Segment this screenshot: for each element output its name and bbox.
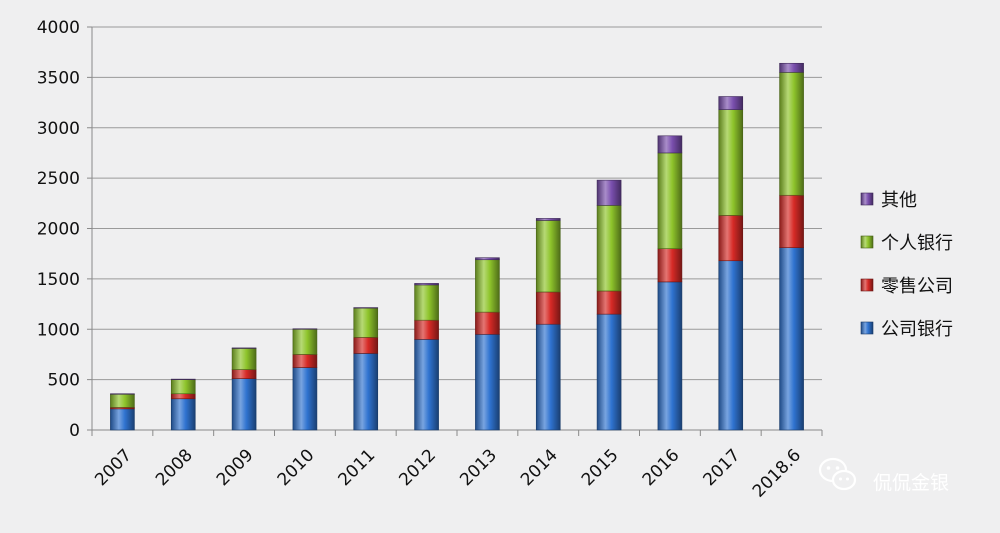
y-tick-label: 4000 [37, 18, 80, 38]
legend-item: 零售公司 [860, 276, 953, 297]
bar-segment [170, 398, 196, 431]
bar-segment [779, 194, 804, 248]
bar-segment [475, 333, 500, 431]
watermark: 侃侃金银 [818, 457, 949, 494]
x-tick-label: 2010 [274, 445, 319, 490]
legend-swatch [860, 321, 874, 335]
bar-segment [475, 257, 500, 261]
legend-label: 其他 [881, 190, 917, 211]
x-tick-label: 2014 [517, 445, 562, 490]
y-tick-label: 0 [69, 421, 80, 441]
bar-segment [292, 328, 318, 330]
x-tick-label: 2009 [213, 445, 258, 490]
bar-segment [779, 247, 804, 431]
gridlines [92, 26, 822, 431]
bar-segment [414, 319, 439, 340]
bar-segment [231, 369, 257, 379]
bar-segment [110, 393, 135, 395]
y-tick-label: 500 [48, 371, 80, 391]
x-tick-label: 2015 [578, 445, 623, 490]
bar-segment [353, 353, 379, 431]
bar-segment [535, 218, 561, 221]
bar-segment [170, 393, 196, 400]
bar-segment [170, 379, 196, 395]
x-tick-label: 2008 [152, 445, 197, 490]
bar-segment [353, 337, 379, 354]
bar-segment [292, 328, 318, 355]
bar-segment [718, 109, 744, 216]
bar-segment [596, 205, 622, 292]
bar-segment [231, 348, 257, 370]
bar-segment [475, 259, 500, 313]
legend-item: 其他 [860, 190, 917, 211]
y-tick-label: 1000 [37, 320, 80, 340]
wechat-icon [818, 457, 857, 491]
x-tick-label: 2013 [456, 445, 501, 490]
bar-segment [596, 313, 622, 431]
bar-segment [535, 291, 561, 325]
bar-segment [414, 339, 439, 431]
bar-segment [170, 378, 196, 380]
bar-segment [231, 347, 257, 349]
legend-swatch [860, 192, 874, 206]
y-tick-label: 3000 [37, 119, 80, 139]
watermark-text: 侃侃金银 [873, 472, 949, 494]
bar-segment [596, 290, 622, 315]
bars [110, 62, 804, 431]
legend-swatch [860, 235, 874, 249]
bar-segment [718, 215, 744, 262]
bar-segment [231, 378, 257, 431]
y-tick-label: 1500 [37, 270, 80, 290]
y-axis-ticks: 0 500 1000 1500 2000 2500 3000 3500 4000 [37, 18, 80, 441]
bar-segment [657, 135, 683, 154]
x-tick-label: 2018.6 [749, 445, 805, 501]
y-tick-label: 3500 [37, 68, 80, 88]
bar-segment [414, 283, 439, 286]
x-tick-label: 2016 [639, 445, 684, 490]
x-tick-label: 2011 [335, 445, 380, 490]
bar-segment [657, 152, 683, 249]
x-axis-ticks: 2007 2008 2009 2010 2011 2012 2013 2014 2015 2016… [91, 445, 805, 501]
axes [87, 26, 823, 436]
bar-segment [718, 96, 744, 110]
bar-segment [779, 72, 804, 196]
bar-segment [475, 311, 500, 335]
bar-segment [353, 307, 379, 338]
bar-segment [596, 179, 622, 206]
legend-item: 个人银行 [860, 233, 953, 254]
legend-label: 公司银行 [881, 319, 953, 340]
y-tick-label: 2500 [37, 169, 80, 189]
legend-swatch [860, 278, 874, 292]
bar-segment [535, 323, 561, 431]
legend-label: 零售公司 [881, 276, 953, 297]
bar-segment [292, 354, 318, 368]
y-tick-label: 2000 [37, 220, 80, 240]
bar-segment [414, 284, 439, 321]
bar-segment [657, 248, 683, 283]
bar-segment [535, 220, 561, 293]
legend-item: 公司银行 [860, 319, 953, 340]
legend-label: 个人银行 [881, 233, 953, 254]
bar-segment [779, 62, 804, 73]
bar-segment [718, 260, 744, 431]
x-tick-label: 2012 [395, 445, 440, 490]
x-tick-label: 2017 [700, 445, 745, 490]
bar-segment [657, 281, 683, 431]
bar-segment [353, 307, 379, 309]
bar-segment [292, 367, 318, 431]
bar-segment [110, 393, 135, 408]
bar-segment [110, 408, 135, 431]
x-tick-label: 2007 [91, 445, 136, 490]
